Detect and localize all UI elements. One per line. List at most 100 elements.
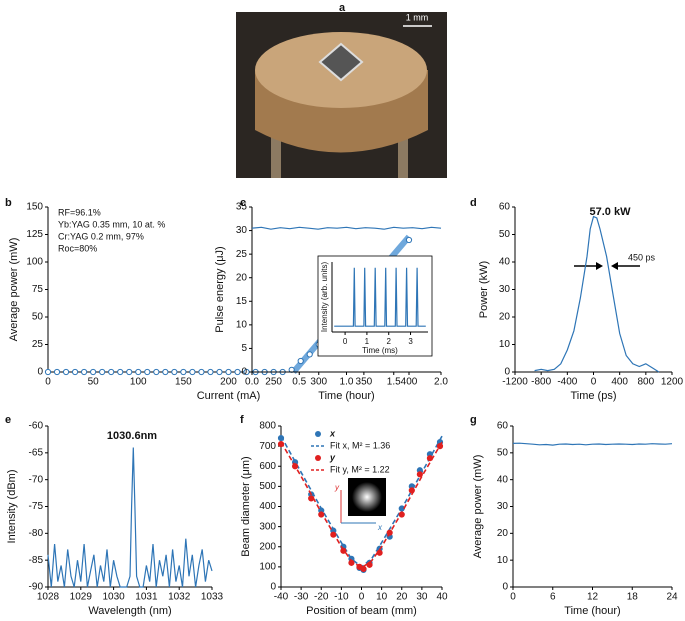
panel: g 0 6 12 18 24 0 10 20 30 40 50 60 Time (hour) Average… — [470, 414, 678, 617]
x-tick-label: -30 — [294, 592, 309, 603]
panel: d -1200 -800 -400 0 400 800 1200 0 10 20 30 40 50 60 Ti… — [470, 197, 684, 402]
y-axis-label: Power (kW) — [478, 261, 490, 318]
y-tick-label: 60 — [497, 421, 509, 432]
x-tick-label: 0.0 — [245, 377, 259, 388]
data-line — [251, 226, 442, 230]
data-point — [126, 368, 133, 376]
y-tick-label: 10 — [497, 555, 509, 566]
data-point — [117, 368, 124, 376]
y-axis-label: Average power (mW) — [8, 238, 20, 342]
x-tick-label: 400 — [611, 377, 628, 388]
x-tick-label: 1200 — [661, 377, 684, 388]
data-line — [334, 267, 426, 327]
y-tick-label: 400 — [259, 501, 276, 512]
arrow-head — [611, 262, 618, 270]
x-tick-label: 6 — [550, 592, 556, 603]
y-tick-label: 40 — [497, 474, 509, 485]
data-point — [99, 368, 106, 376]
x-tick-label: 0 — [343, 337, 348, 346]
legend-marker — [315, 455, 321, 461]
legend-label: y — [329, 452, 336, 462]
x-tick-label: 0 — [359, 592, 365, 603]
data-point — [416, 471, 423, 478]
y-tick-label: 200 — [259, 541, 276, 552]
x-axis-label: Position of beam (mm) — [306, 605, 417, 617]
x-tick-label: -20 — [314, 592, 329, 603]
data-point — [340, 547, 347, 554]
y-tick-label: 125 — [26, 229, 43, 240]
pin — [271, 120, 281, 178]
data-point — [62, 368, 70, 376]
inset-axis-label: x — [377, 523, 383, 532]
x-tick-label: 20 — [396, 592, 408, 603]
panel-label: g — [470, 414, 477, 426]
x-axis-label: Time (ms) — [362, 346, 398, 355]
annotation: Roc=80% — [58, 243, 97, 253]
x-tick-label: 1029 — [70, 592, 93, 603]
x-tick-label: -10 — [334, 592, 349, 603]
data-point — [144, 368, 151, 376]
panel: f-40 -30 -20 -10 0 10 20 30 40010020030040050060… — [240, 414, 448, 617]
legend-marker — [315, 431, 321, 437]
x-tick-label: 12 — [587, 592, 599, 603]
y-tick-label: 15 — [236, 296, 248, 307]
y-tick-label: 0 — [270, 582, 276, 593]
x-tick-label: -40 — [274, 592, 289, 603]
x-tick-label: 3 — [408, 337, 413, 346]
panel-label: c — [240, 197, 246, 209]
panel-label: b — [5, 197, 12, 209]
y-tick-label: 20 — [499, 312, 511, 323]
data-point — [44, 368, 52, 376]
y-tick-label: 30 — [499, 284, 511, 295]
y-tick-label: 700 — [259, 441, 276, 452]
y-tick-label: -90 — [29, 582, 44, 593]
x-tick-label: 0.5 — [292, 377, 306, 388]
annotation: 1030.6nm — [107, 430, 157, 442]
y-tick-label: 100 — [26, 257, 43, 268]
y-tick-label: 25 — [236, 249, 248, 260]
data-line — [47, 447, 213, 588]
annotation: Yb:YAG 0.35 mm, 10 at. % — [58, 219, 165, 229]
x-tick-label: 2.0 — [434, 377, 448, 388]
y-tick-label: 30 — [236, 225, 248, 236]
data-point — [306, 351, 313, 358]
annotation: 57.0 kW — [590, 206, 632, 218]
x-tick-label: 0 — [591, 377, 597, 388]
legend-label: Fit y, M² = 1.22 — [330, 464, 390, 474]
annotation: 450 ps — [628, 252, 656, 262]
x-tick-label: 30 — [416, 592, 428, 603]
pin — [398, 120, 408, 178]
y-tick-label: 600 — [259, 461, 276, 472]
y-tick-label: 500 — [259, 481, 276, 492]
panel-label: e — [5, 414, 11, 426]
y-tick-label: 20 — [497, 528, 509, 539]
y-tick-label: 50 — [32, 312, 44, 323]
y-tick-label: 35 — [236, 202, 248, 213]
data-point — [53, 368, 61, 376]
x-tick-label: 0 — [45, 377, 51, 388]
data-point — [234, 368, 241, 376]
y-axis-label: Pulse energy (μJ) — [214, 246, 226, 332]
data-point — [198, 368, 205, 376]
y-tick-label: -70 — [29, 474, 44, 485]
y-tick-label: 800 — [259, 421, 276, 432]
x-tick-label: 24 — [666, 592, 678, 603]
x-tick-label: 10 — [376, 592, 388, 603]
x-tick-label: 150 — [175, 377, 192, 388]
y-axis-label: Beam diameter (μm) — [240, 456, 252, 556]
x-tick-label: 1033 — [201, 592, 224, 603]
y-tick-label: 0 — [241, 367, 247, 378]
x-tick-label: 400 — [401, 377, 418, 388]
x-tick-label: 250 — [265, 377, 282, 388]
legend-label: Fit x, M² = 1.36 — [330, 440, 390, 450]
x-tick-label: 1032 — [168, 592, 191, 603]
x-axis-label: Time (hour) — [564, 605, 620, 617]
x-tick-label: 50 — [88, 377, 100, 388]
data-point — [207, 368, 214, 376]
y-tick-label: 5 — [241, 343, 247, 354]
annotation: RF=96.1% — [58, 207, 101, 217]
x-tick-label: 40 — [436, 592, 448, 603]
y-axis-label: Intensity (dBm) — [6, 470, 18, 544]
data-point — [366, 561, 373, 568]
